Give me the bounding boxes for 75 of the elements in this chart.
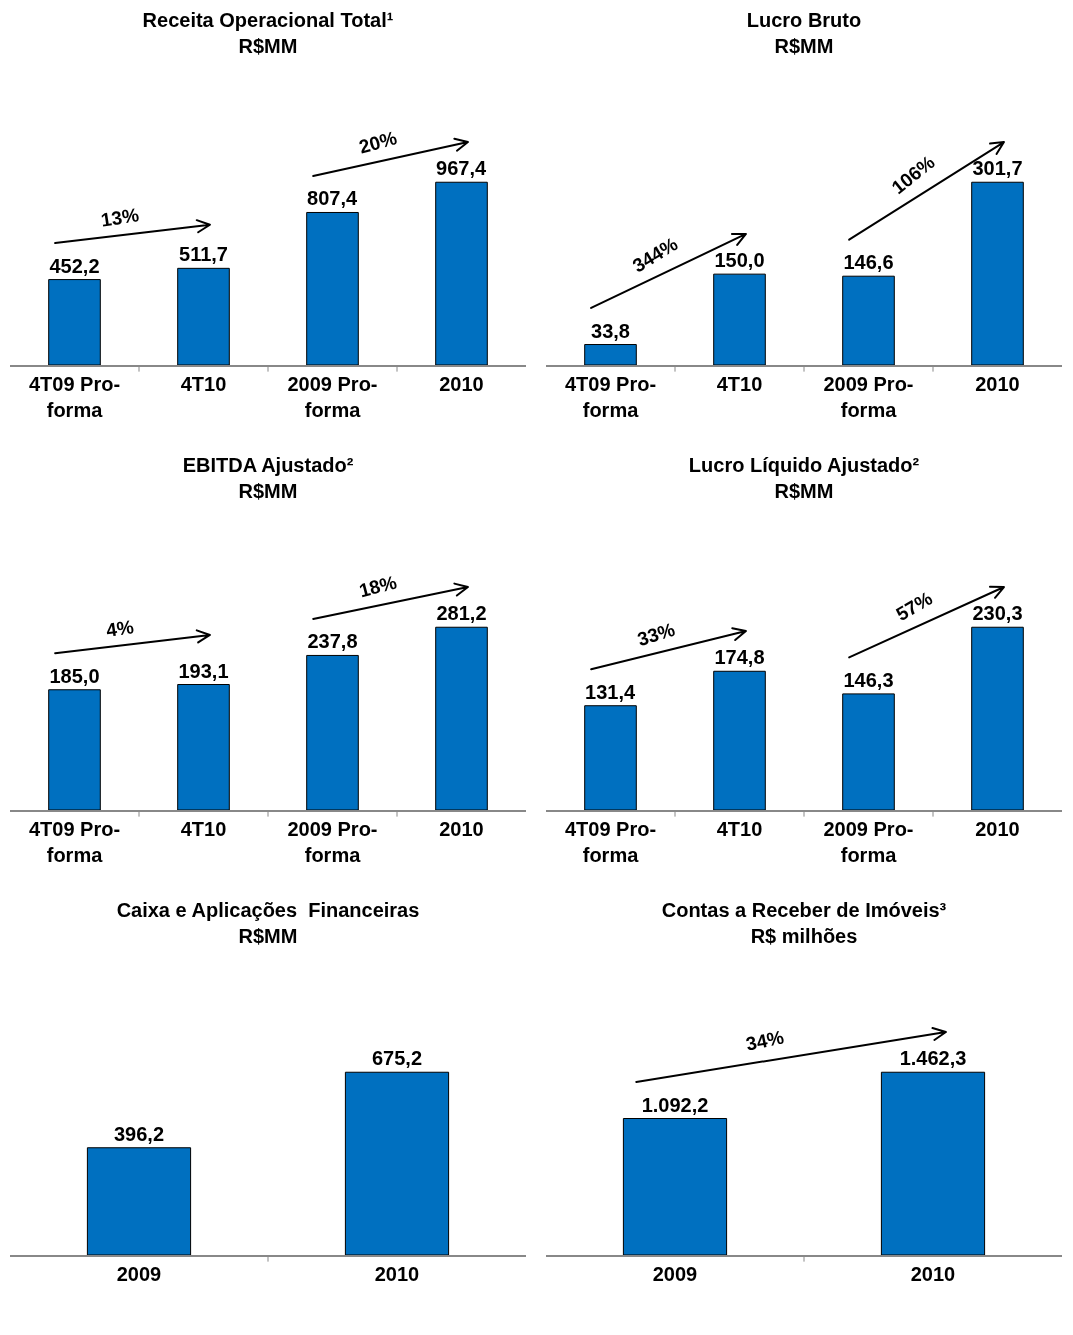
- data-label: 230,3: [972, 602, 1023, 625]
- bar: [971, 181, 1024, 365]
- x-tick-label: 2009 Pro-forma: [823, 818, 914, 866]
- chart-subtitle: R$ milhões: [750, 924, 858, 947]
- chart-title: Lucro Líquido Ajustado²: [688, 453, 920, 476]
- data-label: 146,6: [843, 251, 894, 274]
- chart-subtitle: R$MM: [774, 479, 834, 502]
- x-tick-label: 2009: [652, 1263, 698, 1285]
- bar: [306, 654, 359, 810]
- bar: [584, 705, 637, 810]
- data-label: 185,0: [49, 664, 100, 687]
- x-tick-label: 2009 Pro-forma: [287, 373, 378, 421]
- bar: [306, 211, 359, 365]
- x-tick-label: 2010: [910, 1263, 956, 1285]
- x-tick-label: 4T10: [716, 373, 763, 395]
- bar: [971, 626, 1024, 810]
- bar: [177, 267, 230, 365]
- x-tick-label: 2009 Pro-forma: [287, 818, 378, 866]
- data-label: 174,8: [714, 646, 765, 669]
- x-tick-label: 2010: [439, 373, 484, 395]
- chart-title: Contas a Receber de Imóveis³: [661, 898, 947, 921]
- data-label: 452,2: [49, 254, 100, 277]
- x-tick-label: 4T10: [716, 818, 763, 840]
- bar: [713, 670, 766, 810]
- data-label: 967,4: [436, 157, 487, 180]
- data-label: 396,2: [113, 1122, 165, 1145]
- x-tick-label: 2009: [116, 1263, 162, 1285]
- bar: [48, 689, 101, 810]
- chart-title: EBITDA Ajustado²: [182, 453, 354, 476]
- text: 20%: [356, 127, 400, 158]
- text: 34%: [744, 1026, 786, 1055]
- x-tick-label: 2010: [439, 818, 484, 840]
- data-label: 146,3: [843, 668, 894, 691]
- data-label: 511,7: [179, 243, 228, 266]
- x-tick-label: 4T09 Pro-forma: [564, 818, 657, 866]
- bar: [842, 275, 895, 365]
- x-tick-label: 2010: [975, 373, 1020, 395]
- chart-title: Caixa e Aplicações Financeiras: [116, 898, 420, 921]
- x-tick-label: 4T09 Pro-forma: [28, 373, 121, 421]
- data-label: 1.462,3: [899, 1047, 967, 1070]
- annotation: 13%: [99, 204, 141, 231]
- data-label: 675,2: [371, 1047, 423, 1070]
- text: 57%: [892, 587, 936, 625]
- chart-title: Lucro Bruto: [746, 8, 862, 31]
- bar: [584, 344, 637, 365]
- chart-title: Receita Operacional Total¹: [142, 8, 394, 31]
- annotation: 4%: [104, 616, 136, 641]
- data-label: 150,0: [714, 249, 765, 272]
- bar: [48, 279, 101, 365]
- data-label: 33,8: [591, 319, 630, 342]
- chart-subtitle: R$MM: [238, 34, 298, 57]
- data-label: 301,7: [972, 157, 1023, 180]
- bar: [177, 684, 230, 810]
- chart-subtitle: R$MM: [238, 479, 298, 502]
- x-tick-label: 2009 Pro-forma: [823, 373, 914, 421]
- x-tick-label: 4T10: [180, 818, 227, 840]
- x-tick-label: 4T09 Pro-forma: [28, 818, 121, 866]
- data-label: 281,2: [436, 602, 487, 625]
- x-tick-label: 4T09 Pro-forma: [564, 373, 657, 421]
- bar: [713, 273, 766, 365]
- data-label: 193,1: [178, 659, 229, 682]
- data-label: 237,8: [307, 630, 358, 653]
- chart-subtitle: R$MM: [774, 34, 834, 57]
- bar: [435, 181, 488, 365]
- x-tick-label: 2010: [975, 818, 1020, 840]
- bar: [435, 626, 488, 810]
- bar: [842, 693, 895, 810]
- x-tick-label: 4T10: [180, 373, 227, 395]
- data-label: 807,4: [307, 187, 358, 210]
- text: 18%: [356, 571, 400, 602]
- chart-subtitle: R$MM: [238, 924, 298, 947]
- x-tick-label: 2010: [374, 1263, 420, 1285]
- annotation: 33%: [634, 618, 678, 651]
- data-label: 131,4: [585, 680, 636, 703]
- data-label: 1.092,2: [641, 1093, 709, 1116]
